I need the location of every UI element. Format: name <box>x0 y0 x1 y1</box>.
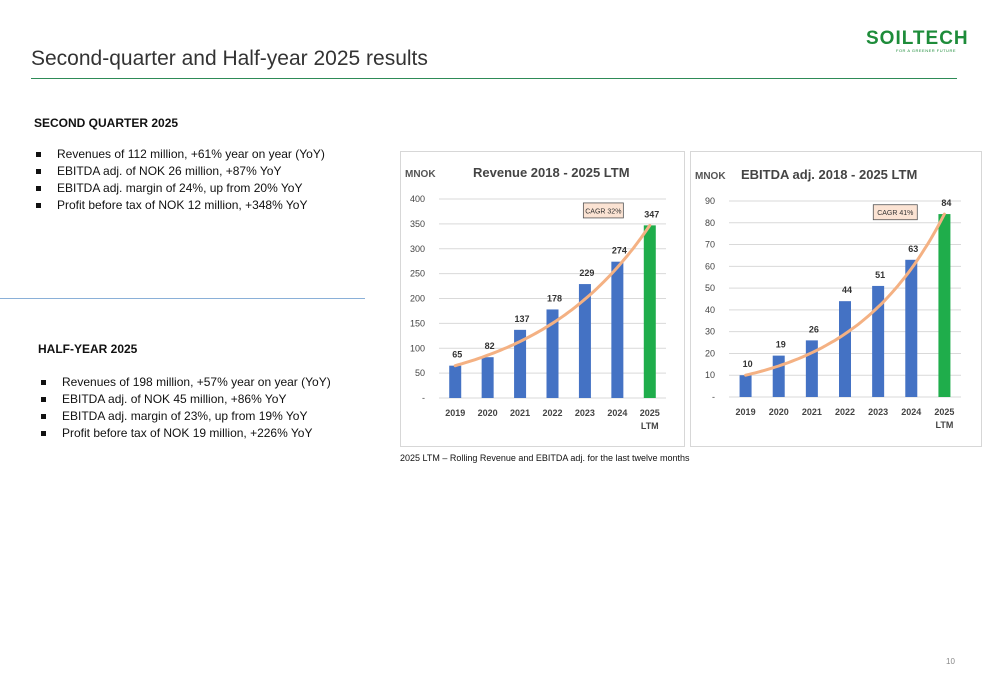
y-tick-label: 100 <box>410 343 425 353</box>
x-tick-label: 2022 <box>542 408 562 418</box>
list-item: EBITDA adj. margin of 24%, up from 20% Y… <box>33 180 325 197</box>
x-tick-label: 2025 <box>640 408 660 418</box>
y-tick-label: 70 <box>705 240 715 250</box>
revenue-chart-svg: MNOK Revenue 2018 - 2025 LTM - 50 100 150 200 2… <box>405 165 666 431</box>
y-tick-label: 150 <box>410 318 425 328</box>
list-item: Profit before tax of NOK 19 million, +22… <box>38 425 331 442</box>
unit-label: MNOK <box>695 171 726 182</box>
list-item: EBITDA adj. margin of 23%, up from 19% Y… <box>38 408 331 425</box>
y-tick-label: 30 <box>705 327 715 337</box>
y-tick-label: 200 <box>410 294 425 304</box>
bar <box>905 259 918 397</box>
x-tick-label: 2025 <box>934 407 954 417</box>
bar <box>772 355 785 397</box>
bar <box>449 365 462 398</box>
list-item: Profit before tax of NOK 12 million, +34… <box>33 197 325 214</box>
data-label: 19 <box>776 340 786 350</box>
data-label: 10 <box>743 359 753 369</box>
data-label: 137 <box>515 314 530 324</box>
x-tick-label: 2021 <box>802 407 822 417</box>
page-title: Second-quarter and Half-year 2025 result… <box>31 47 428 70</box>
data-label: 84 <box>941 198 951 208</box>
logo-tagline: FOR A GREENER FUTURE <box>896 48 957 53</box>
cagr-annotation: CAGR 32% <box>585 208 621 215</box>
logo-wordmark: SOILTECH <box>866 28 969 49</box>
x-tick-label: 2019 <box>445 408 465 418</box>
x-tick-label: LTM <box>936 420 954 430</box>
bar <box>611 261 624 398</box>
y-tick-label: 20 <box>705 348 715 358</box>
list-item: Revenues of 112 million, +61% year on ye… <box>33 146 325 163</box>
data-label: 82 <box>485 341 495 351</box>
list-item: EBITDA adj. of NOK 45 million, +86% YoY <box>38 391 331 408</box>
x-tick-label: 2024 <box>607 408 627 418</box>
y-tick-label: 60 <box>705 261 715 271</box>
y-tick-label: 300 <box>410 244 425 254</box>
y-tick-label: - <box>712 392 715 402</box>
data-label: 229 <box>579 268 594 278</box>
ebitda-chart: MNOK EBITDA adj. 2018 - 2025 LTM - 10 20 30 40… <box>690 151 982 447</box>
data-label: 51 <box>875 270 885 280</box>
y-tick-label: 50 <box>415 368 425 378</box>
x-tick-label: 2020 <box>478 408 498 418</box>
bar <box>872 285 885 397</box>
data-label: 63 <box>908 244 918 254</box>
trend-line <box>744 212 946 377</box>
section-divider <box>0 298 365 299</box>
ebitda-chart-svg: MNOK EBITDA adj. 2018 - 2025 LTM - 10 20 30 40… <box>695 167 961 430</box>
page-number: 10 <box>946 657 955 666</box>
x-tick-label: 2020 <box>769 407 789 417</box>
bar <box>805 340 818 397</box>
bar <box>739 375 752 397</box>
footnote: 2025 LTM – Rolling Revenue and EBITDA ad… <box>400 453 690 463</box>
bar <box>481 357 494 398</box>
y-tick-label: 40 <box>705 305 715 315</box>
cagr-annotation: CAGR 41% <box>877 210 913 217</box>
bar <box>643 225 656 398</box>
company-logo: SOILTECH FOR A GREENER FUTURE <box>866 28 969 58</box>
x-tick-label: 2022 <box>835 407 855 417</box>
y-tick-label: 80 <box>705 218 715 228</box>
data-label: 178 <box>547 293 562 303</box>
data-label: 65 <box>452 350 462 360</box>
x-tick-label: 2023 <box>575 408 595 418</box>
revenue-chart: MNOK Revenue 2018 - 2025 LTM - 50 100 150 200 2… <box>400 151 685 447</box>
bar <box>938 214 951 397</box>
unit-label: MNOK <box>405 169 436 180</box>
x-tick-label: 2019 <box>736 407 756 417</box>
q2-heading: SECOND QUARTER 2025 <box>34 116 179 130</box>
data-label: 26 <box>809 324 819 334</box>
title-divider <box>31 78 957 79</box>
cagr-annotation-box <box>872 204 918 221</box>
y-tick-label: 90 <box>705 196 715 206</box>
data-label: 347 <box>644 209 659 219</box>
chart-title: EBITDA adj. 2018 - 2025 LTM <box>741 167 917 182</box>
bar <box>546 309 559 398</box>
chart-title: Revenue 2018 - 2025 LTM <box>473 165 630 180</box>
data-label: 274 <box>612 246 627 256</box>
h1-heading: HALF-YEAR 2025 <box>38 342 138 356</box>
trend-line <box>453 223 652 368</box>
y-tick-label: 400 <box>410 194 425 204</box>
y-tick-label: 50 <box>705 283 715 293</box>
bar <box>578 284 591 398</box>
x-tick-label: LTM <box>641 421 659 431</box>
list-item: Revenues of 198 million, +57% year on ye… <box>38 374 331 391</box>
y-tick-label: 10 <box>705 370 715 380</box>
q2-bullet-list: Revenues of 112 million, +61% year on ye… <box>33 146 325 214</box>
x-tick-label: 2023 <box>868 407 888 417</box>
y-tick-label: 350 <box>410 219 425 229</box>
y-tick-label: 250 <box>410 269 425 279</box>
cagr-annotation-box <box>582 202 624 219</box>
bar <box>839 301 851 397</box>
bar <box>514 329 527 398</box>
x-tick-label: 2021 <box>510 408 530 418</box>
list-item: EBITDA adj. of NOK 26 million, +87% YoY <box>33 163 325 180</box>
h1-bullet-list: Revenues of 198 million, +57% year on ye… <box>38 374 331 442</box>
data-label: 44 <box>842 285 852 295</box>
y-tick-label: - <box>422 393 425 403</box>
x-tick-label: 2024 <box>901 407 921 417</box>
